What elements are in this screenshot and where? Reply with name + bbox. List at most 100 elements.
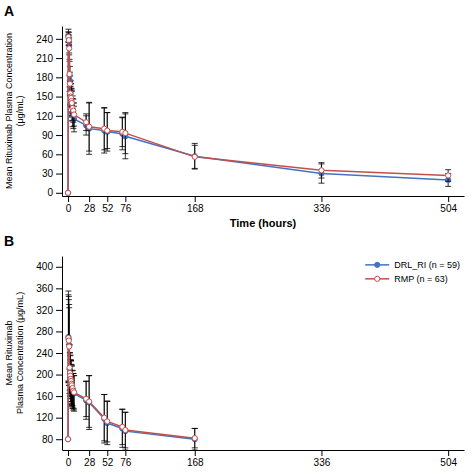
- x-tick: 52: [102, 450, 114, 468]
- x-tick: 28: [84, 196, 96, 214]
- x-tick-mark: [125, 196, 126, 202]
- y-tick-label: 320: [36, 305, 53, 316]
- error-bar: [86, 102, 92, 151]
- y-axis-title-line: (μg/mL): [15, 95, 25, 126]
- y-tick-label: 280: [36, 326, 53, 337]
- x-tick-mark: [107, 196, 108, 202]
- series: [65, 29, 451, 195]
- x-axis: 0285276168336504: [63, 450, 465, 468]
- error-bar: [104, 402, 110, 445]
- data-point: [192, 436, 197, 441]
- y-tick-label: 120: [36, 111, 53, 122]
- x-tick: 0: [66, 450, 72, 468]
- plot-area: [65, 291, 198, 450]
- y-axis-title-line: Mean Rituximab: [4, 320, 14, 385]
- data-point: [71, 390, 76, 395]
- data-point: [69, 100, 74, 105]
- error-bar: [86, 376, 92, 430]
- panel-title: A: [4, 3, 14, 19]
- x-tick: 52: [102, 196, 114, 214]
- x-tick-label: 0: [66, 457, 72, 468]
- y-tick-label: 30: [42, 168, 54, 179]
- error-bar: [119, 409, 125, 445]
- y-tick-mark: [56, 174, 62, 175]
- error-bar: [192, 143, 198, 169]
- x-tick-mark: [68, 196, 69, 202]
- y-axis: 0306090120150180210240: [36, 27, 62, 199]
- y-tick: 280: [36, 326, 62, 337]
- y-tick-mark: [56, 418, 62, 419]
- x-tick: 28: [84, 450, 96, 468]
- data-point: [69, 100, 74, 105]
- x-tick-mark: [195, 196, 196, 202]
- y-tick-label: 80: [42, 434, 54, 445]
- data-point: [65, 437, 70, 442]
- y-tick-label: 150: [36, 91, 53, 102]
- x-tick: 336: [314, 196, 331, 214]
- series: [65, 32, 451, 196]
- x-tick: 76: [120, 196, 132, 214]
- data-point: [105, 128, 110, 133]
- y-tick: 80: [42, 434, 62, 445]
- data-point: [71, 112, 76, 117]
- x-tick-label: 168: [187, 203, 204, 214]
- y-tick-mark: [56, 396, 62, 397]
- y-axis-title: Mean Rituximab Plasma Concentration(μg/m…: [4, 33, 25, 189]
- data-point: [123, 427, 128, 432]
- data-point: [67, 72, 72, 77]
- y-tick: 30: [42, 168, 62, 179]
- error-bar: [192, 428, 198, 447]
- y-axis: 80120160200240280320360400: [36, 257, 62, 451]
- x-tick-label: 504: [440, 203, 457, 214]
- error-bar: [192, 145, 198, 168]
- y-tick-mark: [56, 288, 62, 289]
- x-tick-label: 0: [66, 203, 72, 214]
- panel-title: B: [4, 233, 14, 249]
- y-tick: 240: [36, 34, 62, 45]
- y-tick-label: 210: [36, 53, 53, 64]
- x-tick-mark: [89, 450, 90, 456]
- x-tick-label: 28: [84, 203, 96, 214]
- x-tick-mark: [125, 450, 126, 456]
- y-tick-label: 90: [42, 130, 54, 141]
- data-point: [65, 190, 70, 195]
- y-tick-mark: [56, 77, 62, 78]
- panel: 02852761683365040306090120150180210240Ti…: [4, 3, 465, 229]
- x-tick: 76: [120, 450, 132, 468]
- x-tick-label: 336: [314, 203, 331, 214]
- series-line: [68, 37, 448, 193]
- y-tick-mark: [56, 193, 62, 194]
- data-point: [319, 168, 324, 173]
- y-tick: 60: [42, 149, 62, 160]
- error-bar: [192, 428, 198, 450]
- y-axis-title-line: Plasma Concentration (μg/mL): [15, 292, 25, 414]
- error-bar: [445, 170, 451, 182]
- data-point: [67, 365, 72, 370]
- y-tick: 120: [36, 412, 62, 423]
- data-point: [105, 419, 110, 424]
- y-tick-mark: [56, 310, 62, 311]
- data-point: [123, 131, 128, 136]
- y-tick-mark: [56, 375, 62, 376]
- legend-entry: RMP (n = 63): [365, 274, 448, 284]
- error-bar: [104, 113, 110, 151]
- x-tick: 336: [314, 450, 331, 468]
- y-tick-mark: [56, 353, 62, 354]
- legend: DRL_RI (n = 59)RMP (n = 63): [365, 260, 460, 284]
- data-point: [65, 437, 70, 442]
- x-tick: 168: [187, 196, 204, 214]
- x-tick-label: 504: [440, 457, 457, 468]
- error-bar: [104, 113, 110, 149]
- y-tick-label: 200: [36, 369, 53, 380]
- error-bar: [65, 29, 71, 42]
- x-tick-mark: [321, 196, 322, 202]
- error-bar: [86, 103, 92, 154]
- y-tick-label: 360: [36, 283, 53, 294]
- series-line: [68, 337, 195, 439]
- y-tick-mark: [56, 439, 62, 440]
- y-tick-label: 240: [36, 34, 53, 45]
- x-tick-mark: [448, 196, 449, 202]
- legend-swatch-marker: [375, 276, 380, 281]
- y-tick: 240: [36, 348, 62, 359]
- y-tick: 120: [36, 111, 62, 122]
